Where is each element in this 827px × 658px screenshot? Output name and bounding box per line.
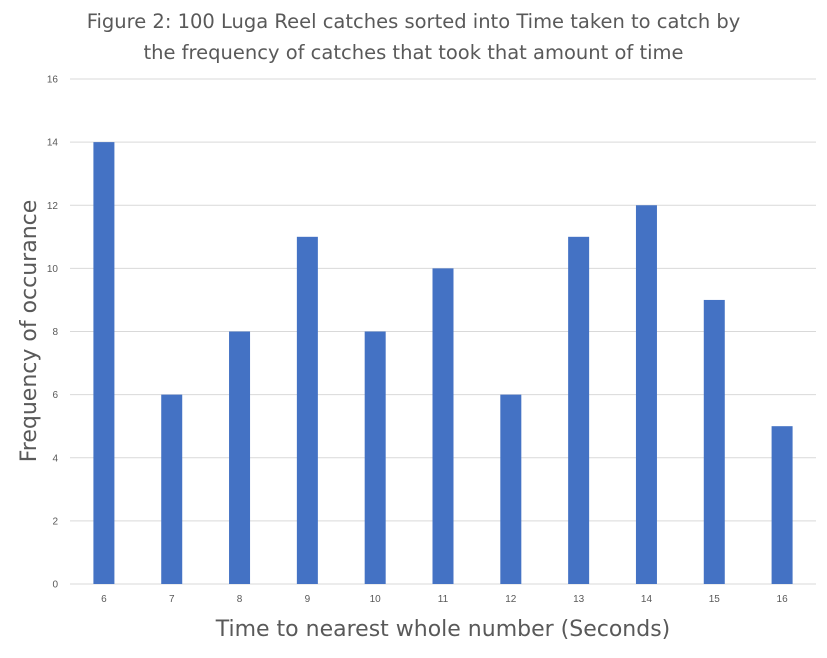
x-axis-title: Time to nearest whole number (Seconds) [215, 617, 671, 642]
bar-8 [229, 331, 251, 584]
x-tick-label: 14 [641, 594, 653, 605]
bar-15 [703, 299, 725, 584]
bar-16 [771, 426, 793, 584]
x-tick-label: 15 [709, 594, 721, 605]
y-tick-label: 10 [47, 264, 59, 275]
bars [93, 142, 793, 584]
bar-14 [635, 205, 657, 584]
gridlines [70, 78, 816, 585]
x-tick-label: 9 [305, 594, 311, 605]
bar-6 [93, 142, 115, 584]
x-tick-label: 7 [169, 594, 175, 605]
y-tick-label: 2 [52, 516, 58, 527]
bar-9 [296, 236, 318, 584]
chart-title-line-2: the frequency of catches that took that … [143, 41, 684, 64]
y-tick-label: 0 [52, 580, 58, 591]
chart-title-line-1: Figure 2: 100 Luga Reel catches sorted i… [86, 10, 741, 33]
y-axis-ticks: 0 2 4 6 8 10 12 14 16 [47, 75, 59, 591]
x-tick-label: 10 [370, 594, 382, 605]
y-tick-label: 4 [52, 453, 58, 464]
bar-11 [432, 268, 454, 584]
y-tick-label: 6 [52, 390, 58, 401]
bar-12 [500, 394, 522, 584]
bar-13 [568, 236, 590, 584]
x-tick-label: 13 [573, 594, 585, 605]
y-tick-label: 8 [52, 327, 58, 338]
x-axis-ticks: 6 7 8 9 10 11 12 13 14 15 16 [101, 594, 788, 605]
chart-title: Figure 2: 100 Luga Reel catches sorted i… [0, 6, 827, 68]
y-tick-label: 14 [47, 138, 59, 149]
x-tick-label: 6 [101, 594, 107, 605]
x-tick-label: 8 [237, 594, 243, 605]
bar-7 [161, 394, 183, 584]
y-axis-title: Frequency of occurance [17, 200, 42, 463]
x-tick-label: 16 [777, 594, 789, 605]
x-tick-label: 12 [505, 594, 517, 605]
y-tick-label: 12 [47, 201, 59, 212]
y-tick-label: 16 [47, 75, 59, 86]
x-tick-label: 11 [438, 594, 449, 605]
bar-10 [364, 331, 386, 584]
